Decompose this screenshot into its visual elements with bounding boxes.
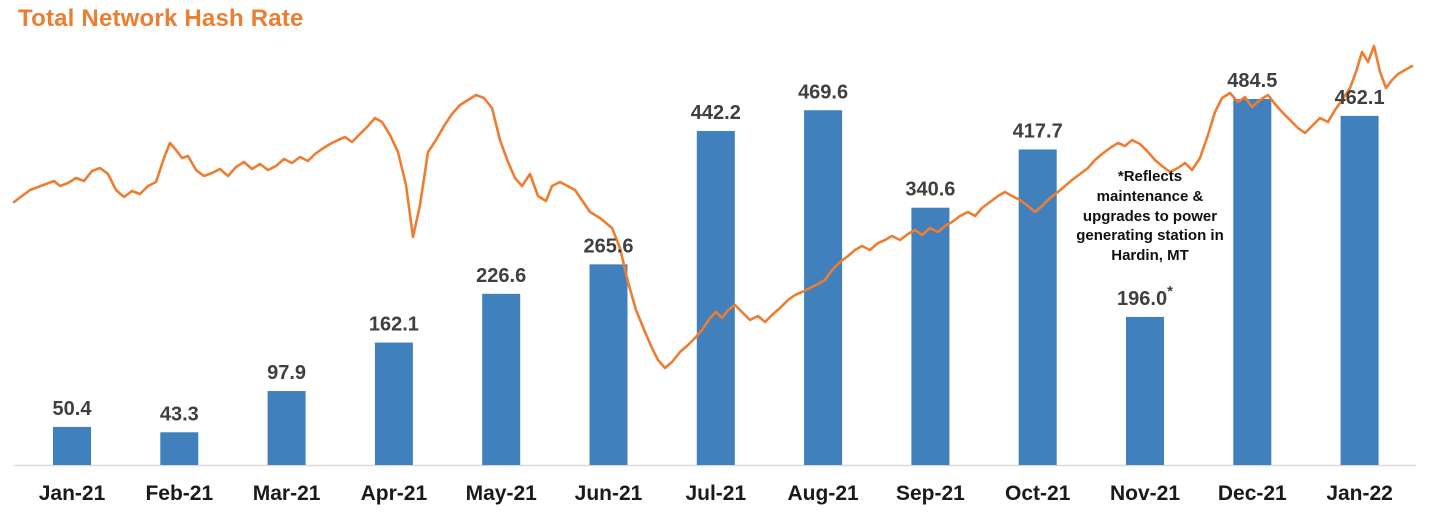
bar-value-label-Mar-21: 97.9 xyxy=(267,362,306,384)
bar-value-label-Feb-21: 43.3 xyxy=(160,403,199,425)
x-axis-label-Aug-21: Aug-21 xyxy=(788,482,859,505)
bar-May-21 xyxy=(482,293,521,465)
bar-Jul-21 xyxy=(696,130,735,466)
x-axis-label-Mar-21: Mar-21 xyxy=(253,482,321,505)
bar-Sep-21 xyxy=(911,207,950,465)
bar-value-label-Nov-21: 196.0* xyxy=(1117,283,1173,310)
x-axis-label-Sep-21: Sep-21 xyxy=(896,482,965,505)
x-axis-label-Jan-22: Jan-22 xyxy=(1326,482,1393,505)
bar-Feb-21 xyxy=(160,432,199,465)
x-axis-label-Apr-21: Apr-21 xyxy=(361,482,428,505)
bar-value-label-Dec-21: 484.5 xyxy=(1227,70,1277,92)
bar-value-label-Aug-21: 469.6 xyxy=(798,81,848,103)
bar-value-label-Jan-21: 50.4 xyxy=(53,398,93,420)
x-axis-label-Oct-21: Oct-21 xyxy=(1005,482,1071,505)
bar-Jan-21 xyxy=(53,426,91,465)
x-axis-label-May-21: May-21 xyxy=(466,482,538,505)
x-axis-label-Nov-21: Nov-21 xyxy=(1110,482,1180,505)
bar-value-label-Jul-21: 442.2 xyxy=(691,102,741,124)
bar-Jun-21 xyxy=(589,264,628,465)
bar-value-label-May-21: 226.6 xyxy=(476,265,526,287)
bar-Nov-21 xyxy=(1126,316,1164,465)
x-axis-label-Jul-21: Jul-21 xyxy=(685,482,746,505)
x-axis-label-Dec-21: Dec-21 xyxy=(1218,482,1287,505)
bar-Apr-21 xyxy=(374,342,413,465)
bar-value-label-Oct-21: 417.7 xyxy=(1013,120,1063,142)
chart-title: Total Network Hash Rate xyxy=(18,5,304,32)
bar-Dec-21 xyxy=(1233,99,1272,465)
network-hash-rate-trend-line xyxy=(12,44,1414,370)
x-axis-label-Jan-21: Jan-21 xyxy=(39,482,106,505)
bar-Mar-21 xyxy=(267,391,306,465)
bar-value-label-Apr-21: 162.1 xyxy=(369,314,419,336)
x-axis-label-Feb-21: Feb-21 xyxy=(145,482,213,505)
bar-value-label-Sep-21: 340.6 xyxy=(905,179,955,201)
bar-value-label-Jan-22: 462.1 xyxy=(1335,87,1385,109)
footnote-annotation: *Reflects maintenance & upgrades to powe… xyxy=(1076,168,1224,265)
x-axis-label-Jun-21: Jun-21 xyxy=(575,482,643,505)
bar-value-label-Jun-21: 265.6 xyxy=(583,235,633,257)
bar-Oct-21 xyxy=(1018,149,1057,465)
bar-Jan-22 xyxy=(1340,115,1379,466)
